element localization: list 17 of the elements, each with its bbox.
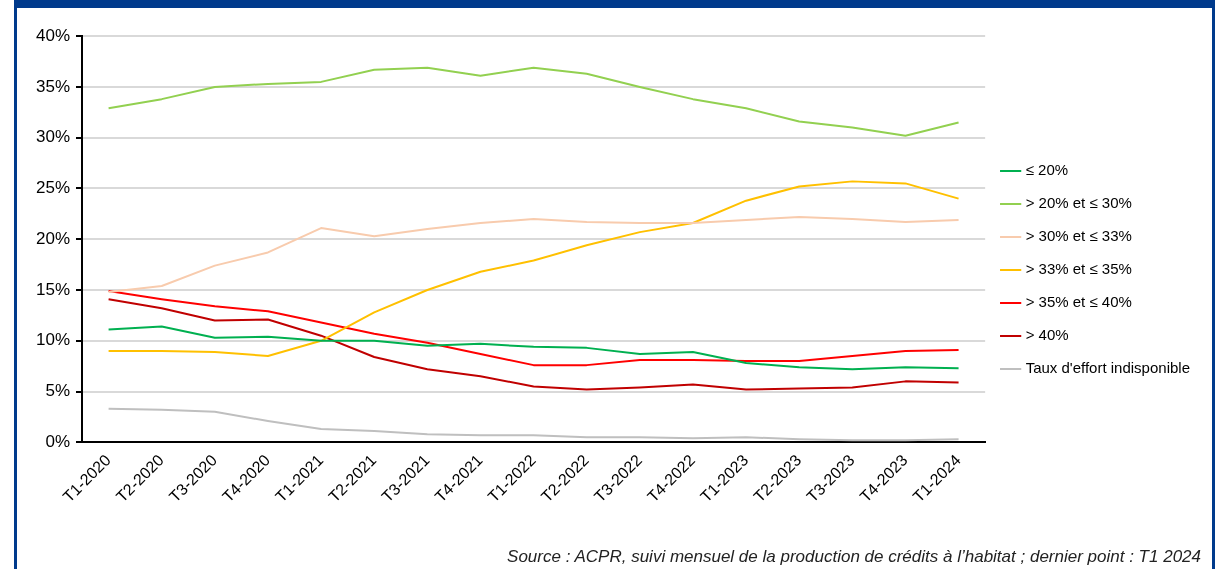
y-tick-label: 10%: [35, 330, 71, 350]
legend-label: > 33% et ≤ 35%: [1025, 260, 1132, 278]
legend-label: ≤ 20%: [1025, 161, 1069, 179]
legend-label: Taux d'effort indisponible: [1025, 359, 1191, 377]
y-tick-label: 5%: [45, 381, 71, 401]
source-note: Source : ACPR, suivi mensuel de la production de crédits à l’habitat ; dernier point : T1 2024: [507, 547, 1201, 567]
y-tick-label: 30%: [35, 127, 71, 147]
y-tick-label: 0%: [45, 431, 71, 451]
legend-label: > 30% et ≤ 33%: [1025, 227, 1132, 245]
y-tick-label: 15%: [35, 279, 71, 299]
y-tick-label: 40%: [35, 25, 71, 45]
y-tick-label: 25%: [35, 178, 71, 198]
y-tick-label: 35%: [35, 76, 71, 96]
legend-label: > 40%: [1025, 326, 1069, 344]
legend-label: > 35% et ≤ 40%: [1025, 293, 1132, 311]
legend-label: > 20% et ≤ 30%: [1025, 194, 1132, 212]
y-tick-label: 20%: [35, 228, 71, 248]
